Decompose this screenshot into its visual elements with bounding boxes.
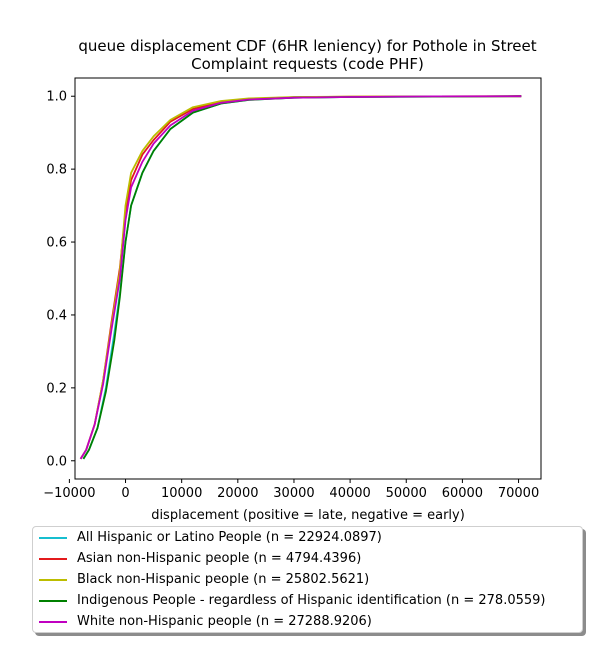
x-tick-label: 60000 [442,486,483,501]
x-tick-label: 30000 [273,486,314,501]
y-tick-label: 0.8 [46,163,67,178]
legend: All Hispanic or Latino People (n = 22924… [32,526,583,633]
series-layer [79,95,522,460]
x-tick-label: 50000 [386,486,427,501]
x-tick-label: 40000 [329,486,370,501]
legend-swatch [39,537,67,539]
y-tick-label: 0.4 [46,308,67,323]
legend-label: White non-Hispanic people (n = 27288.920… [77,614,372,629]
plot-area [75,78,541,479]
legend-label: Asian non-Hispanic people (n = 4794.4396… [77,551,362,566]
y-tick-label: 1.0 [46,90,67,105]
series-line-4 [79,95,522,460]
plot-frame [74,77,542,480]
x-tick-label: 10000 [161,486,202,501]
x-tick-label: 20000 [217,486,258,501]
x-axis-ticks: −10000 0 10000 20000 30000 40000 50000 60000 700… [43,479,539,501]
legend-label: All Hispanic or Latino People (n = 22924… [77,530,382,545]
chart-title-line-1: queue displacement CDF (6HR leniency) fo… [78,37,537,55]
legend-label: Black non-Hispanic people (n = 25802.562… [77,572,370,587]
legend-swatch [39,621,67,623]
legend-swatch [39,558,67,560]
legend-label: Indigenous People - regardless of Hispan… [77,593,546,608]
y-axis-ticks: 0.0 0.2 0.4 0.6 0.8 1.0 [46,90,75,469]
y-tick-label: 0.2 [46,381,67,396]
legend-swatch [39,600,67,602]
x-tick-label: −10000 [43,486,95,501]
legend-swatch [39,579,67,581]
x-axis-label: displacement (positive = late, negative … [151,508,465,523]
y-tick-label: 0.0 [46,454,67,469]
x-tick-label: 70000 [498,486,539,501]
x-tick-label: 0 [121,486,129,501]
y-tick-label: 0.6 [46,236,67,251]
chart-title-line-2: Complaint requests (code PHF) [191,55,424,73]
